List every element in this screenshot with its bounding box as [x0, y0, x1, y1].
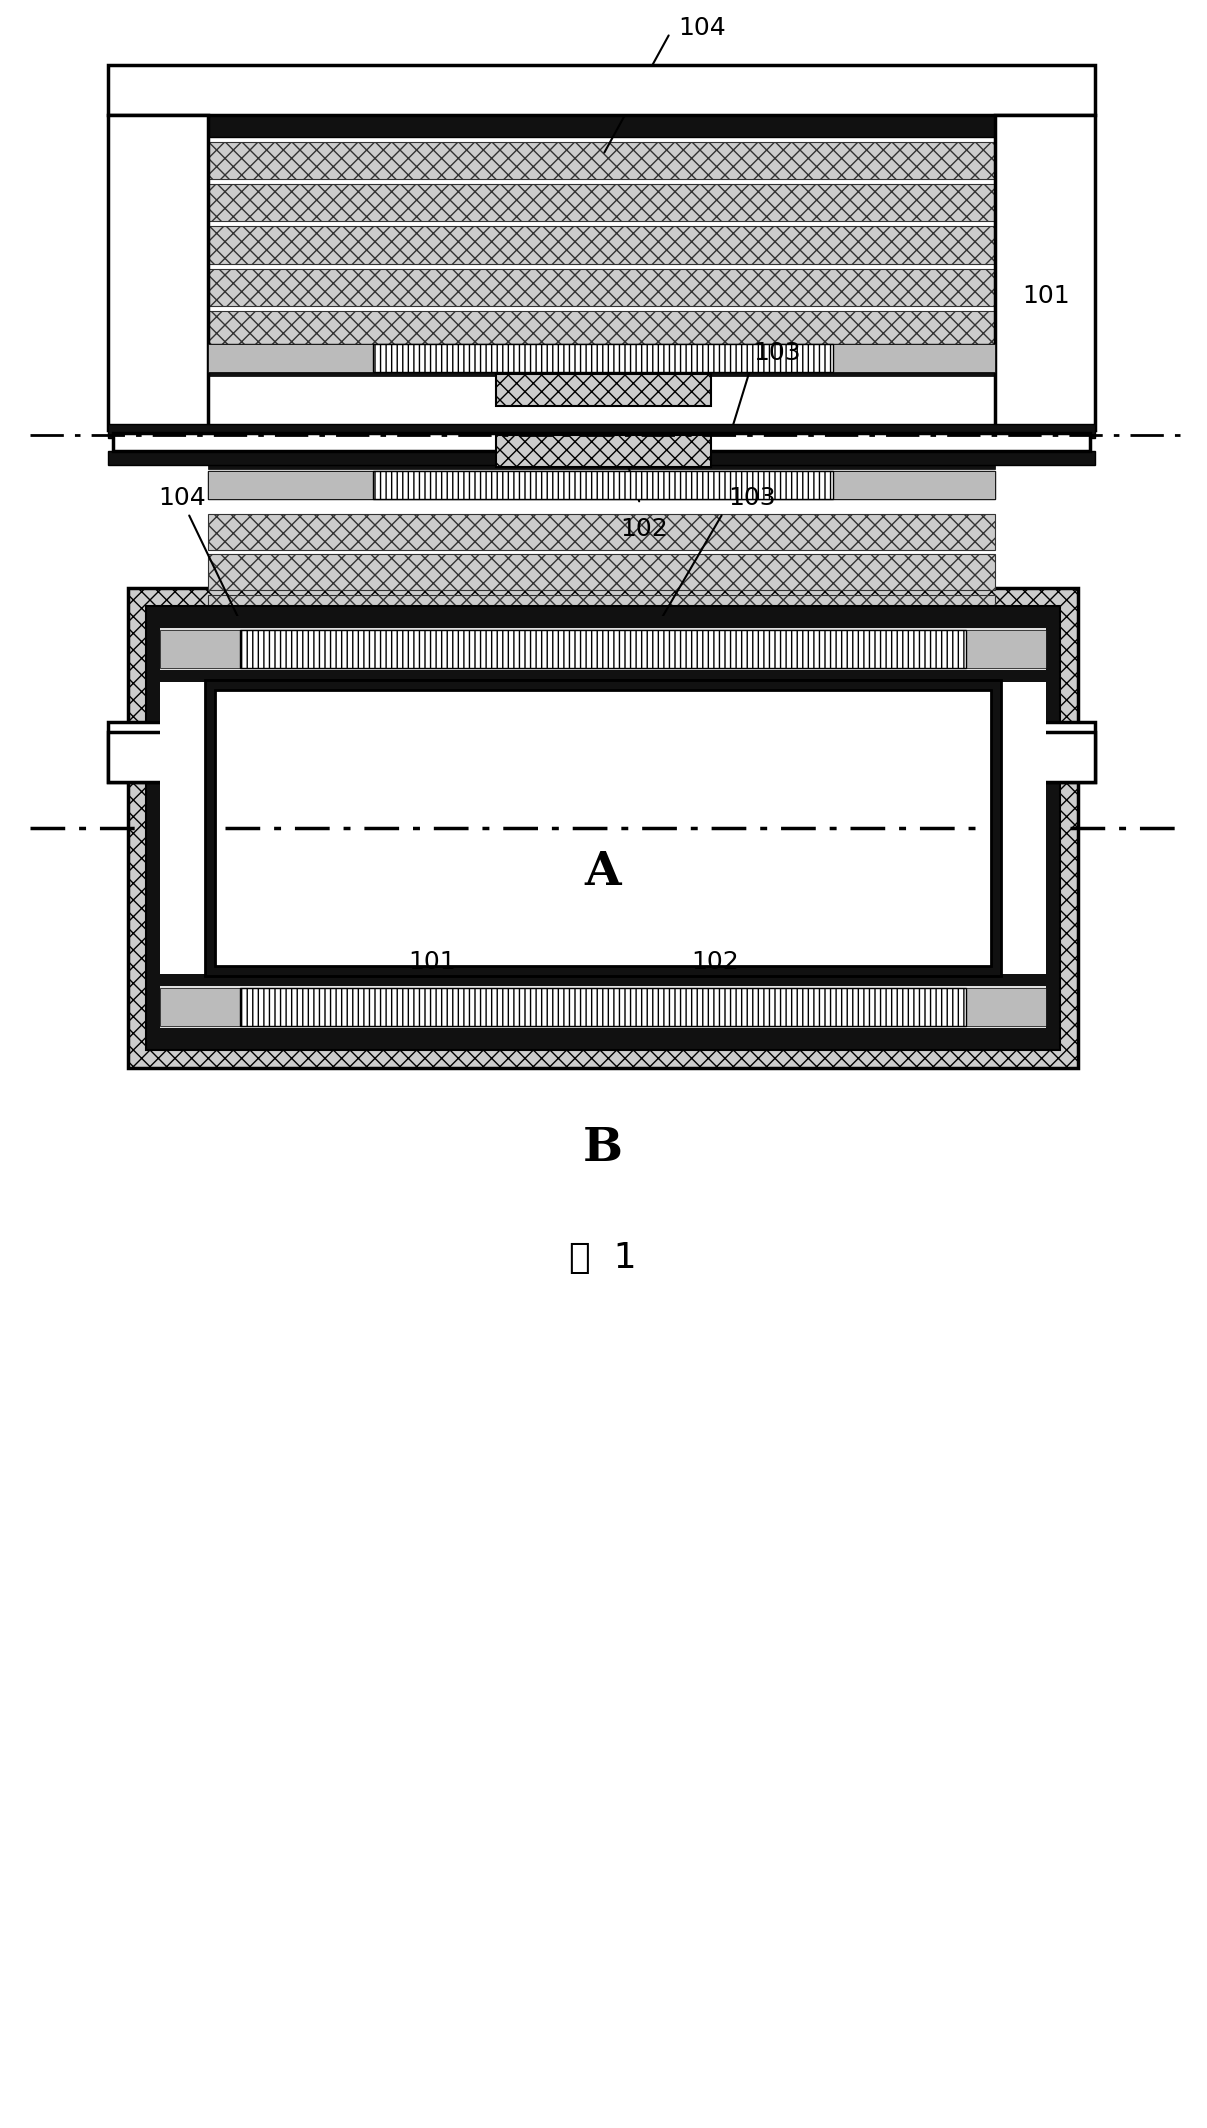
Bar	[373, 470, 833, 498]
Bar	[161, 670, 1046, 681]
Bar	[208, 366, 995, 377]
Bar	[208, 460, 995, 468]
Bar	[107, 66, 1095, 115]
Bar	[208, 596, 995, 630]
Bar	[208, 226, 995, 264]
Text: 104: 104	[678, 17, 725, 40]
Bar	[161, 630, 240, 668]
Bar	[208, 345, 995, 372]
Bar	[208, 115, 995, 136]
Bar	[107, 721, 208, 781]
Bar	[208, 636, 995, 672]
Text: 图  1: 图 1	[570, 1241, 637, 1275]
Bar	[205, 681, 1001, 977]
Bar	[208, 677, 995, 713]
Bar	[161, 987, 240, 1026]
Text: A: A	[584, 849, 622, 896]
Bar	[995, 115, 1095, 430]
Bar	[161, 619, 1046, 679]
Bar	[161, 975, 1046, 985]
Bar	[161, 679, 1046, 979]
Bar	[240, 987, 966, 1026]
Bar	[161, 615, 1046, 628]
Bar	[966, 987, 1046, 1026]
Bar	[496, 434, 711, 466]
Bar	[215, 689, 991, 966]
Bar	[208, 702, 995, 713]
Bar	[833, 470, 995, 498]
Bar	[161, 1028, 1046, 1041]
Bar	[128, 587, 1078, 1068]
Bar	[833, 345, 995, 372]
Bar	[208, 470, 995, 498]
Text: 101: 101	[408, 949, 455, 975]
Text: 103: 103	[753, 340, 800, 366]
Bar	[161, 619, 1046, 1036]
Bar	[995, 721, 1095, 781]
Bar	[113, 432, 1090, 451]
Bar	[208, 185, 995, 221]
Bar	[373, 345, 833, 372]
Bar	[208, 143, 995, 179]
Text: 103: 103	[728, 485, 776, 511]
Bar	[107, 732, 1095, 781]
Bar	[208, 555, 995, 589]
Bar	[208, 345, 373, 372]
Bar	[208, 268, 995, 306]
Bar	[107, 115, 208, 430]
Text: 102: 102	[690, 949, 739, 975]
Text: 101: 101	[1022, 283, 1069, 309]
Text: 104: 104	[158, 485, 205, 511]
Text: 102: 102	[620, 517, 667, 541]
Text: B: B	[583, 1126, 623, 1170]
Bar	[208, 470, 373, 498]
Bar	[161, 979, 1046, 1036]
Bar	[146, 606, 1060, 1049]
Bar	[496, 375, 711, 406]
Bar	[107, 423, 1095, 438]
Bar	[208, 311, 995, 349]
Bar	[966, 630, 1046, 668]
Bar	[107, 451, 1095, 466]
Bar	[240, 630, 966, 668]
Bar	[208, 513, 995, 549]
